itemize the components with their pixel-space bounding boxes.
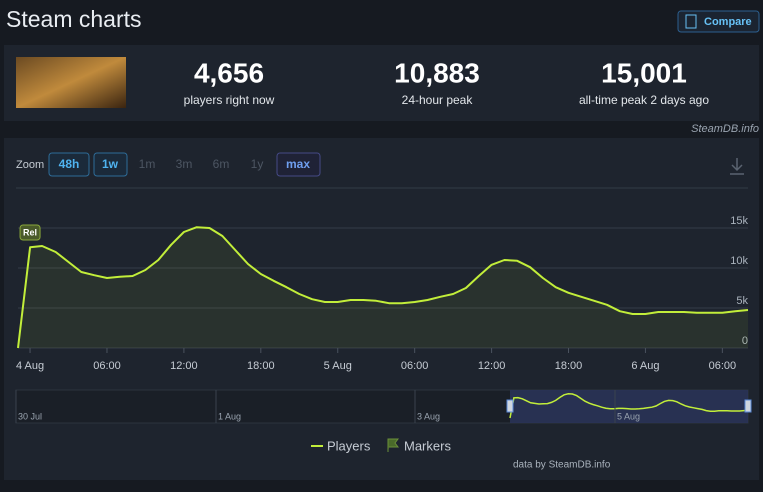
zoom-button[interactable] [276, 152, 321, 177]
compare-button[interactable] [677, 10, 760, 33]
zoom-option[interactable]: 6m [213, 157, 230, 171]
x-tick-label: 5 Aug [324, 360, 352, 372]
x-tick-label: 18:00 [247, 360, 275, 372]
series-area [18, 227, 748, 348]
credit: SteamDB.info [691, 123, 759, 135]
zoom-option[interactable]: 3m [176, 157, 193, 171]
zoom-option[interactable]: max [286, 157, 310, 171]
zoom-option[interactable]: 48h [59, 157, 80, 171]
annotation-box [19, 224, 41, 241]
x-tick-label: 06:00 [401, 360, 429, 372]
zoom-option[interactable]: 1y [251, 157, 264, 171]
zoom-label: Zoom [16, 159, 44, 171]
x-tick-label: 06:00 [93, 360, 121, 372]
x-tick-label: 12:00 [170, 360, 198, 372]
series-line [17, 226, 749, 349]
zoom-option[interactable]: 1w [102, 157, 119, 171]
annotation: Rel [23, 227, 37, 237]
zoom-option[interactable]: 1m [139, 157, 156, 171]
legend-marker-icon [387, 438, 399, 452]
stat-label: 24-hour peak [402, 93, 474, 107]
zoom-button[interactable] [93, 152, 128, 177]
y-tick-label: 5k [736, 295, 748, 307]
y-tick-label: 15k [730, 215, 748, 227]
legend-label[interactable]: Players [327, 438, 371, 453]
x-tick-label: 06:00 [709, 360, 737, 372]
x-tick-label: 12:00 [478, 360, 506, 372]
footer-credit: data by SteamDB.info [513, 460, 611, 471]
navigator-handle [506, 399, 514, 413]
stat-value: 4,656 [194, 57, 264, 88]
stat-value: 15,001 [601, 57, 687, 88]
y-tick-label: 0 [742, 335, 748, 347]
download-icon[interactable] [730, 158, 744, 175]
compare-icon [685, 14, 697, 29]
x-tick-label: 4 Aug [16, 360, 44, 372]
page-title: Steam charts [6, 6, 142, 32]
compare-label[interactable]: Compare [704, 16, 752, 28]
game-image [16, 57, 126, 108]
y-tick-label: 10k [730, 255, 748, 267]
navigator-label: 30 Jul [18, 411, 42, 421]
navigator-handle [744, 399, 752, 413]
x-tick-label: 6 Aug [631, 360, 659, 372]
navigator-label: 1 Aug [218, 411, 241, 421]
legend-label[interactable]: Markers [404, 438, 451, 453]
navigator-label: 3 Aug [417, 411, 440, 421]
stats-panel [4, 45, 759, 121]
zoom-button[interactable] [48, 152, 90, 177]
navigator-selection[interactable] [510, 390, 748, 423]
x-tick-label: 18:00 [555, 360, 583, 372]
navigator-label: 5 Aug [617, 411, 640, 421]
stat-label: players right now [184, 93, 275, 107]
navigator-line [509, 393, 749, 419]
stat-label: all-time peak 2 days ago [579, 93, 709, 107]
stat-value: 10,883 [394, 57, 480, 88]
